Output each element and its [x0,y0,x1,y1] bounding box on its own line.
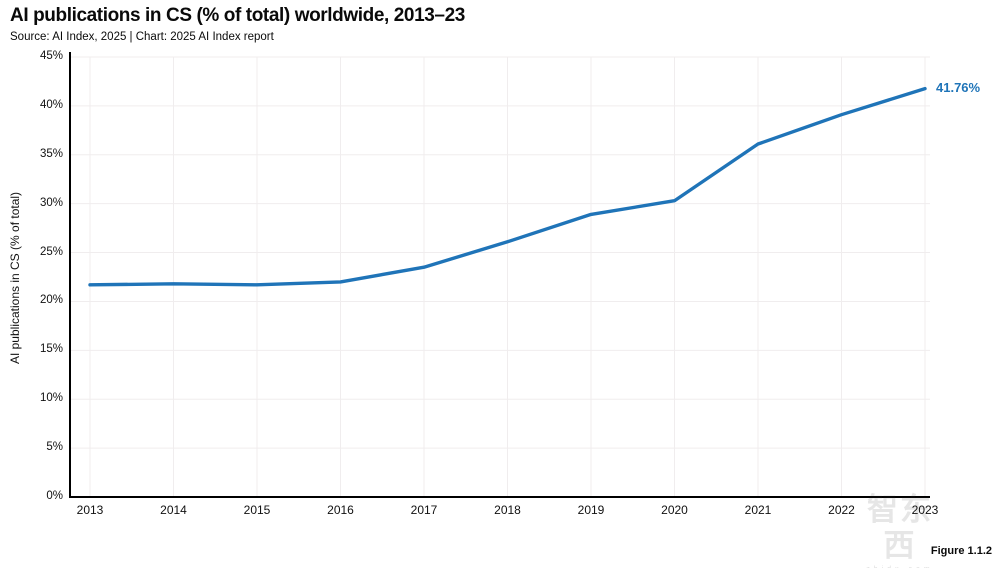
x-tick-label: 2021 [744,503,772,517]
y-tick-label: 0% [46,490,63,502]
y-axis-title: AI publications in CS (% of total) [8,191,22,365]
y-tick-label: 15% [39,343,63,356]
x-tick-label: 2013 [76,503,104,517]
y-tick-label: 25% [39,245,63,258]
x-tick-label: 2020 [661,503,688,517]
x-tick-label: 2016 [327,503,354,517]
y-tick-label: 45% [39,50,63,62]
x-tick-label: 2017 [410,503,438,517]
x-tick-label: 2023 [911,503,939,517]
y-tick-label: 35% [39,147,63,160]
x-tick-label: 2019 [577,503,605,517]
chart-source-line: Source: AI Index, 2025 | Chart: 2025 AI … [10,31,274,43]
x-tick-label: 2022 [828,503,855,517]
trend-line [88,86,927,287]
chart-title: AI publications in CS (% of total) world… [10,5,465,26]
gridlines [70,56,930,496]
y-tick-label: 30% [39,196,63,209]
x-tick-label: 2015 [243,503,271,517]
figure-number-label: Figure 1.1.2 [930,545,992,557]
y-tick-label: 10% [39,392,63,405]
last-point-value-label: 41.76% [936,80,981,95]
x-tick-label: 2018 [494,503,521,517]
y-tick-label: 5% [46,441,63,454]
y-tick-label: 20% [39,294,63,307]
x-tick-label: 2014 [160,503,187,517]
y-tick-label: 40% [39,98,63,111]
